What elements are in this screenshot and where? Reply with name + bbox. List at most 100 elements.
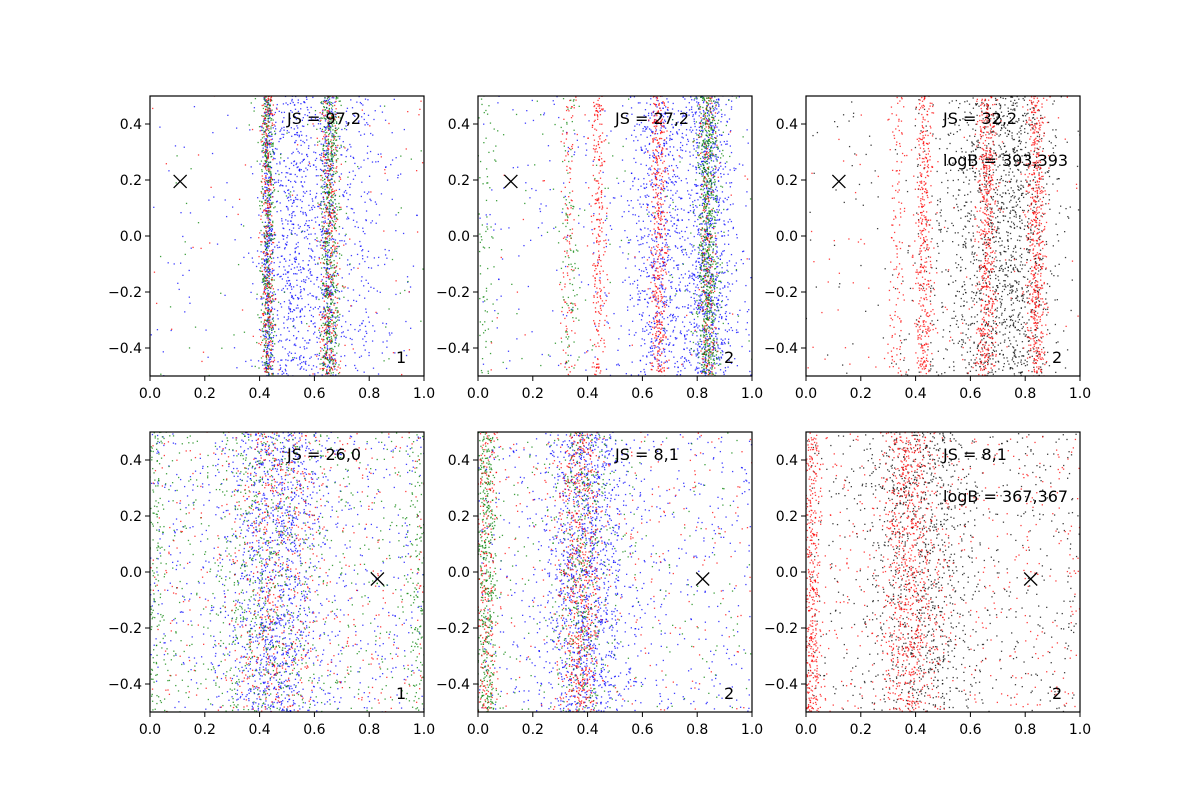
data-point bbox=[700, 279, 703, 281]
data-point bbox=[268, 280, 270, 282]
data-point bbox=[690, 108, 693, 110]
data-point bbox=[326, 324, 328, 326]
data-point bbox=[326, 358, 328, 360]
data-point bbox=[326, 112, 328, 114]
data-point bbox=[329, 295, 332, 297]
data-point bbox=[319, 168, 322, 170]
data-point bbox=[340, 254, 343, 256]
data-point bbox=[695, 166, 697, 168]
data-point bbox=[267, 289, 269, 292]
data-point bbox=[267, 260, 269, 262]
data-point bbox=[312, 295, 315, 297]
data-point bbox=[332, 175, 334, 177]
data-point bbox=[364, 232, 366, 235]
data-point bbox=[287, 189, 289, 192]
data-point bbox=[327, 123, 330, 126]
data-point bbox=[264, 121, 266, 124]
data-point bbox=[329, 308, 331, 310]
data-point bbox=[701, 183, 704, 186]
data-point bbox=[267, 277, 269, 279]
data-point bbox=[169, 306, 172, 308]
data-point bbox=[335, 139, 338, 141]
data-point bbox=[267, 258, 270, 260]
data-point bbox=[266, 309, 268, 311]
data-point bbox=[327, 285, 330, 288]
data-point bbox=[269, 315, 271, 317]
data-point bbox=[266, 285, 269, 287]
data-point bbox=[300, 169, 302, 171]
data-point bbox=[311, 198, 313, 200]
data-point bbox=[323, 338, 325, 341]
data-point bbox=[356, 253, 359, 256]
data-point bbox=[646, 322, 648, 324]
data-point bbox=[308, 260, 310, 262]
data-point bbox=[269, 233, 272, 235]
data-point bbox=[330, 349, 333, 352]
data-point bbox=[329, 170, 331, 172]
data-point bbox=[320, 324, 323, 327]
data-point bbox=[156, 302, 158, 305]
data-point bbox=[274, 132, 277, 135]
y-tick-label: −0.2 bbox=[108, 285, 142, 301]
data-point bbox=[269, 239, 272, 241]
data-point bbox=[269, 166, 271, 168]
data-point bbox=[263, 232, 265, 234]
data-point bbox=[269, 337, 272, 339]
data-point bbox=[652, 265, 655, 268]
data-point bbox=[316, 183, 318, 185]
data-point bbox=[696, 206, 698, 208]
data-point bbox=[347, 176, 349, 178]
data-point bbox=[322, 147, 324, 150]
data-point bbox=[287, 280, 290, 282]
data-point bbox=[328, 249, 331, 252]
x-tick-label: 0.8 bbox=[358, 386, 380, 402]
data-point bbox=[311, 249, 313, 251]
data-point bbox=[700, 307, 702, 309]
data-point bbox=[674, 205, 677, 208]
data-point bbox=[334, 101, 336, 103]
data-point bbox=[267, 115, 270, 117]
data-point bbox=[261, 339, 264, 341]
data-point bbox=[328, 309, 330, 312]
data-point bbox=[676, 167, 679, 169]
data-point bbox=[710, 125, 713, 127]
data-point bbox=[268, 325, 270, 327]
data-point bbox=[672, 313, 675, 316]
data-point bbox=[338, 245, 340, 248]
data-point bbox=[269, 146, 271, 148]
data-point bbox=[651, 267, 654, 269]
data-point bbox=[310, 106, 312, 109]
data-point bbox=[311, 219, 313, 221]
data-point bbox=[540, 234, 543, 237]
data-point bbox=[263, 162, 265, 165]
data-point bbox=[290, 109, 292, 112]
data-point bbox=[727, 133, 730, 135]
data-point bbox=[701, 347, 703, 349]
data-point bbox=[329, 256, 331, 259]
data-point bbox=[308, 247, 310, 250]
data-point bbox=[287, 272, 289, 274]
data-point bbox=[334, 321, 336, 324]
data-point bbox=[662, 274, 664, 277]
data-point bbox=[267, 210, 269, 212]
data-point bbox=[695, 260, 698, 262]
data-point bbox=[703, 142, 706, 144]
data-point bbox=[256, 298, 258, 300]
data-point bbox=[697, 275, 699, 277]
data-point bbox=[703, 111, 705, 113]
data-point bbox=[320, 130, 323, 132]
data-point bbox=[269, 199, 272, 201]
data-point bbox=[338, 188, 341, 191]
data-point bbox=[171, 328, 173, 330]
data-point bbox=[327, 187, 329, 189]
data-point bbox=[328, 222, 331, 224]
data-point bbox=[264, 367, 266, 369]
data-point bbox=[327, 297, 329, 299]
data-point bbox=[610, 130, 612, 132]
data-point bbox=[322, 143, 324, 146]
data-point bbox=[650, 338, 653, 340]
data-point bbox=[333, 216, 335, 218]
data-point bbox=[699, 184, 702, 187]
data-point bbox=[372, 367, 375, 369]
data-point bbox=[323, 324, 326, 326]
